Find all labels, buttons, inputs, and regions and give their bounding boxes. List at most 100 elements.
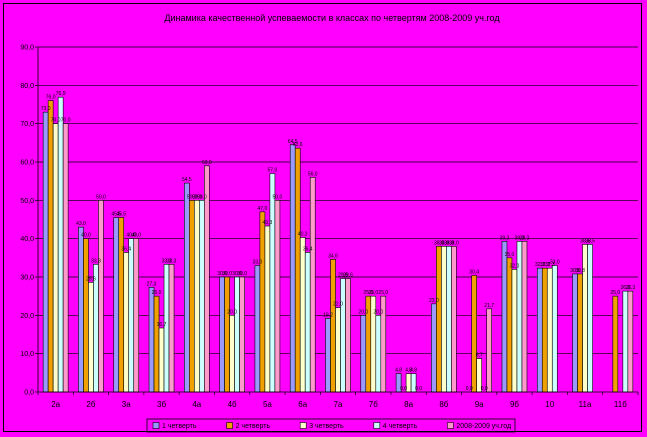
bar [98, 200, 104, 393]
bar [118, 217, 125, 393]
bar [168, 264, 175, 393]
bar [521, 241, 528, 393]
data-label: 22,0 [333, 302, 343, 308]
data-label: 21,7 [484, 303, 494, 309]
bar [57, 96, 64, 393]
data-label: 38,0 [434, 240, 444, 246]
x-tick-label: 4б [228, 400, 237, 409]
data-label: 35,0 [505, 252, 515, 258]
x-tick-label: 2а [51, 400, 60, 409]
data-label: 45,5 [116, 212, 126, 218]
data-label: 16,7 [157, 322, 167, 328]
bar [93, 264, 99, 393]
bar [340, 278, 346, 393]
legend-swatch [299, 422, 307, 429]
data-label: 47,0 [258, 206, 268, 212]
x-tick-label: 11б [614, 400, 627, 409]
data-label: 4,8 [410, 368, 417, 374]
bar [47, 100, 54, 393]
data-label: 30,0 [232, 271, 242, 277]
bar [224, 276, 230, 393]
bar [436, 246, 442, 393]
data-label: 76,9 [56, 91, 66, 97]
bar [254, 265, 261, 393]
data-label: 30,0 [217, 271, 227, 277]
x-tick-label: 9а [475, 400, 484, 409]
legend-swatch [373, 422, 381, 429]
data-label: 64,5 [288, 139, 298, 145]
bar [501, 241, 508, 393]
bar [158, 327, 165, 393]
bar [128, 238, 135, 393]
data-label: 25,0 [363, 290, 373, 296]
data-label: 30,0 [237, 271, 247, 277]
data-label: 50,0 [96, 194, 106, 200]
legend-label: 2 четверть [236, 423, 271, 430]
bar [42, 111, 49, 393]
data-label: 20,0 [227, 309, 237, 315]
bar [541, 267, 548, 393]
x-tick-label: 3б [157, 400, 166, 409]
bar [234, 276, 240, 393]
data-label: 32,3 [535, 262, 545, 268]
bars [42, 96, 634, 393]
data-label: 25,0 [368, 290, 378, 296]
data-label: 38,0 [439, 240, 449, 246]
bar [219, 276, 225, 393]
data-label: 50,0 [192, 194, 202, 200]
data-label: 70,0 [61, 118, 71, 124]
y-tick-label: 50,0 [20, 198, 34, 205]
data-label: 33,0 [550, 260, 560, 266]
data-label: 73,0 [41, 106, 51, 112]
bar [83, 238, 89, 393]
bar [113, 217, 120, 393]
data-label: 30,8 [570, 268, 580, 274]
bar [431, 303, 437, 393]
x-tick-label: 4а [192, 400, 201, 409]
data-label: 70,0 [51, 118, 61, 124]
bar [577, 273, 583, 393]
data-label: 30,4 [469, 269, 479, 275]
data-label: 76,0 [46, 95, 56, 101]
legend-label: 4 четверть [383, 423, 418, 430]
bar [486, 308, 492, 393]
bar [189, 200, 195, 393]
data-label: 28,6 [86, 276, 96, 282]
data-label: 40,3 [298, 232, 308, 238]
data-label: 0,0 [481, 386, 488, 392]
y-tick-label: 10,0 [20, 351, 34, 358]
axes: 0,0 10,0 20,0 30,0 40,0 50,0 60,0 70,0 80,0 90,0 2… [20, 45, 639, 409]
bar [229, 315, 235, 393]
data-label: 29,6 [343, 273, 353, 279]
bar [375, 315, 382, 393]
legend: 1 четверть 2 четверть 3 четверть 4 четверть… [146, 418, 516, 433]
legend-box [146, 418, 516, 433]
data-label: 19,2 [323, 312, 333, 318]
bar [506, 257, 513, 393]
data-label: 20,0 [373, 309, 383, 315]
bar [309, 177, 316, 393]
bar [52, 123, 59, 393]
data-label: 0,0 [415, 386, 422, 392]
bar [546, 267, 553, 393]
bar [441, 246, 447, 393]
bar [622, 290, 629, 393]
x-tick-label: 8а [404, 400, 413, 409]
bar [194, 200, 200, 393]
data-label: 32,3 [545, 262, 555, 268]
data-label: 56,0 [308, 171, 318, 177]
data-label: 27,3 [147, 281, 157, 287]
x-tick-label: 3а [122, 400, 131, 409]
data-label: 40,0 [131, 233, 141, 239]
bar [451, 246, 457, 393]
data-label: 34,6 [328, 253, 338, 259]
data-label: 0,0 [400, 386, 407, 392]
bar [123, 252, 130, 393]
data-label: 63,6 [293, 142, 303, 148]
bar [345, 278, 351, 393]
bar [62, 123, 69, 393]
y-tick-label: 60,0 [20, 160, 34, 167]
data-label: 4,8 [405, 368, 412, 374]
bar [264, 225, 271, 393]
data-label: 32,0 [510, 263, 520, 269]
